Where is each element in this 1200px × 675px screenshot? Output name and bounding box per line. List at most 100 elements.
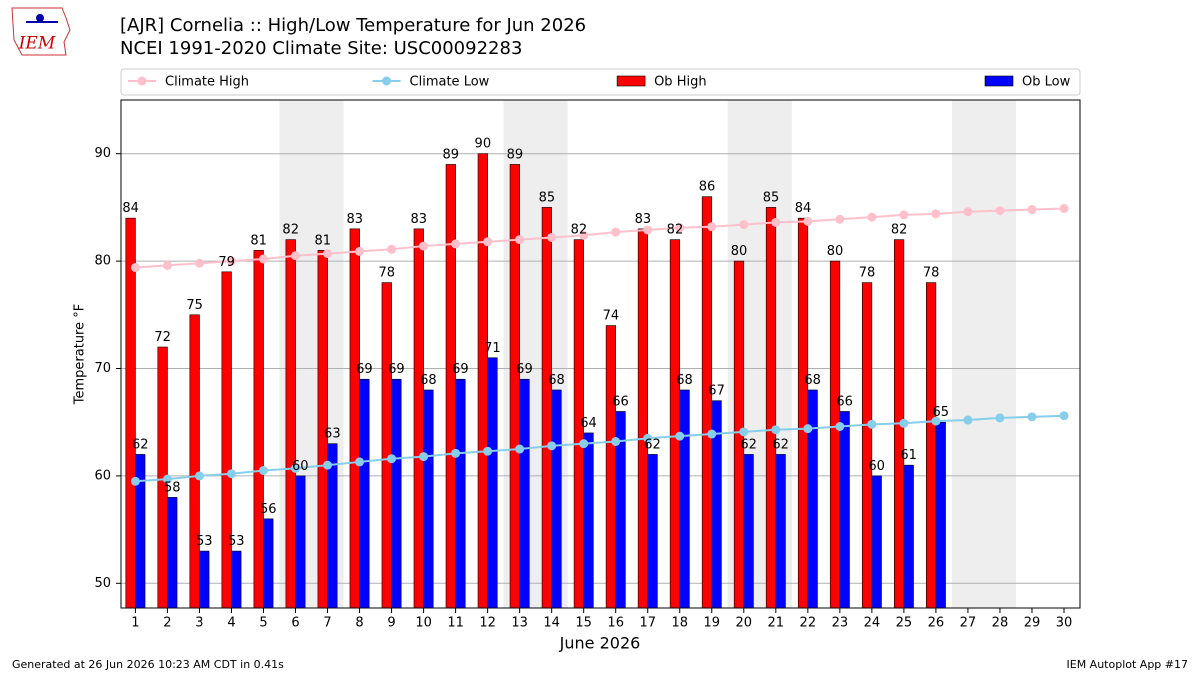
value-label: 53 [196,534,213,549]
y-tick-label: 60 [94,468,111,483]
value-label: 78 [923,266,940,281]
bar [477,153,488,608]
point [643,433,653,443]
point [419,452,429,462]
point [355,246,365,256]
bar [167,497,178,608]
value-label: 71 [484,341,501,356]
weekend-shade [951,100,1016,608]
x-tick-label: 19 [703,616,720,631]
bar [669,239,681,608]
footer-right: IEM Autoplot App #17 [1067,658,1189,671]
legend-label: Ob High [654,75,707,90]
x-tick-label: 29 [1024,616,1041,631]
value-label: 68 [548,373,565,388]
value-label: 53 [228,534,245,549]
legend-label: Climate High [165,75,249,90]
point [226,469,236,479]
x-tick-label: 9 [387,616,395,631]
x-tick-label: 11 [447,616,464,631]
point [355,457,365,467]
bar [615,411,626,608]
point [258,466,268,476]
bar [349,228,360,608]
logo-text: IEM [18,34,56,54]
bar [605,325,617,608]
point [130,263,140,273]
bar [423,389,434,608]
bar [519,378,530,608]
value-label: 82 [571,223,588,238]
point [419,241,429,251]
point [899,210,909,220]
bar [445,164,456,608]
bar [573,239,584,608]
value-label: 83 [411,212,428,227]
bar [679,389,690,608]
value-label: 82 [891,223,908,238]
point [291,251,301,261]
value-label: 62 [740,437,757,452]
bar [551,389,562,608]
x-tick-label: 20 [736,616,753,631]
value-label: 78 [859,266,876,281]
x-tick-label: 2 [163,616,171,631]
point [483,237,493,247]
point [771,217,781,227]
point [771,425,781,435]
point [547,232,557,242]
point [995,413,1005,423]
value-label: 79 [218,255,235,270]
x-tick-label: 6 [291,616,299,631]
value-label: 67 [708,384,725,399]
point [643,225,653,235]
bar [413,228,424,608]
x-tick-label: 10 [415,616,432,631]
line [135,414,1065,483]
value-label: 89 [443,147,460,162]
x-tick-label: 27 [960,616,977,631]
value-label: 85 [763,190,780,205]
bar [839,411,850,608]
point [963,207,973,217]
logo-icon [36,14,44,22]
point [130,476,140,486]
bar [253,250,264,608]
bar [775,454,786,608]
point [323,460,333,470]
point [194,471,204,481]
legend-marker [137,76,147,86]
chart-subtitle: NCEI 1991-2020 Climate Site: USC00092283 [120,38,522,59]
value-label: 62 [644,437,661,452]
bar [199,550,210,608]
value-label: 74 [603,309,620,324]
value-label: 69 [356,362,373,377]
bar [701,196,713,608]
bar [903,464,914,608]
value-label: 69 [452,362,469,377]
point [611,437,621,447]
x-tick-label: 13 [511,616,528,631]
value-label: 83 [635,212,652,227]
bar [487,357,498,608]
value-label: 61 [900,448,917,463]
point [739,427,749,437]
bar [125,217,136,608]
value-label: 62 [772,437,789,452]
value-label: 65 [932,405,949,420]
point [707,222,717,232]
legend-label: Climate Low [410,75,490,90]
point [803,216,813,226]
point [707,429,717,439]
value-label: 82 [667,223,684,238]
point [995,206,1005,216]
value-label: 82 [282,223,299,238]
x-tick-label: 1 [131,616,139,631]
bar [871,475,882,608]
x-axis-label: June 2026 [559,634,641,653]
y-tick-label: 90 [94,146,111,161]
value-label: 60 [292,459,309,474]
x-tick-label: 3 [195,616,203,631]
bar [509,164,520,608]
